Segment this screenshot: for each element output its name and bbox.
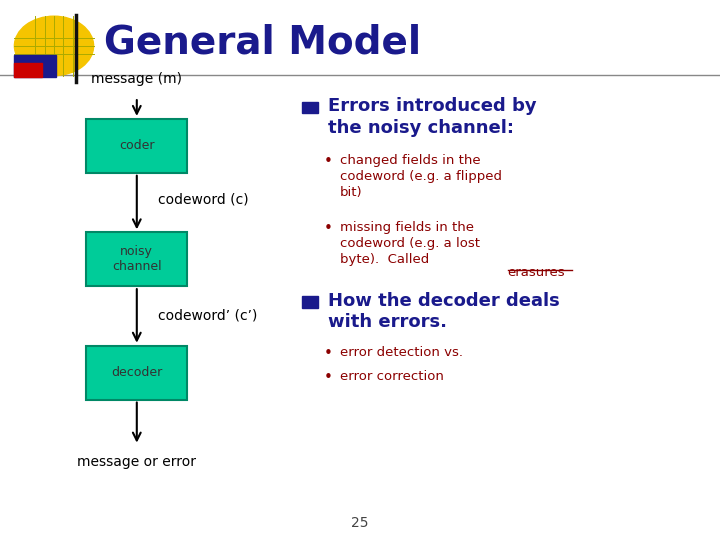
Text: noisy
channel: noisy channel <box>112 245 161 273</box>
Text: codeword (c): codeword (c) <box>158 193 249 207</box>
Text: •: • <box>324 346 333 361</box>
Bar <box>302 102 318 113</box>
Text: error correction: error correction <box>340 370 444 383</box>
Text: How the decoder deals
with errors.: How the decoder deals with errors. <box>328 292 559 331</box>
Text: missing fields in the
codeword (e.g. a lost
byte).  Called: missing fields in the codeword (e.g. a l… <box>340 221 480 266</box>
Text: message (m): message (m) <box>91 72 182 86</box>
Text: error detection vs.: error detection vs. <box>340 346 463 359</box>
Text: codeword’ (c’): codeword’ (c’) <box>158 309 258 323</box>
Bar <box>86 119 187 173</box>
Bar <box>14 55 56 77</box>
Text: •: • <box>324 370 333 385</box>
Text: erasures: erasures <box>508 266 565 279</box>
Text: decoder: decoder <box>111 366 163 379</box>
Bar <box>86 232 187 286</box>
Bar <box>14 63 42 77</box>
Text: •: • <box>324 221 333 237</box>
Bar <box>86 346 187 400</box>
Text: coder: coder <box>119 139 155 152</box>
Text: message or error: message or error <box>77 455 197 469</box>
Text: changed fields in the
codeword (e.g. a flipped
bit): changed fields in the codeword (e.g. a f… <box>340 154 502 199</box>
Text: •: • <box>324 154 333 169</box>
Text: Errors introduced by
the noisy channel:: Errors introduced by the noisy channel: <box>328 97 536 137</box>
Circle shape <box>14 16 94 76</box>
Text: 25: 25 <box>351 516 369 530</box>
Bar <box>302 296 318 308</box>
Text: General Model: General Model <box>104 23 421 61</box>
